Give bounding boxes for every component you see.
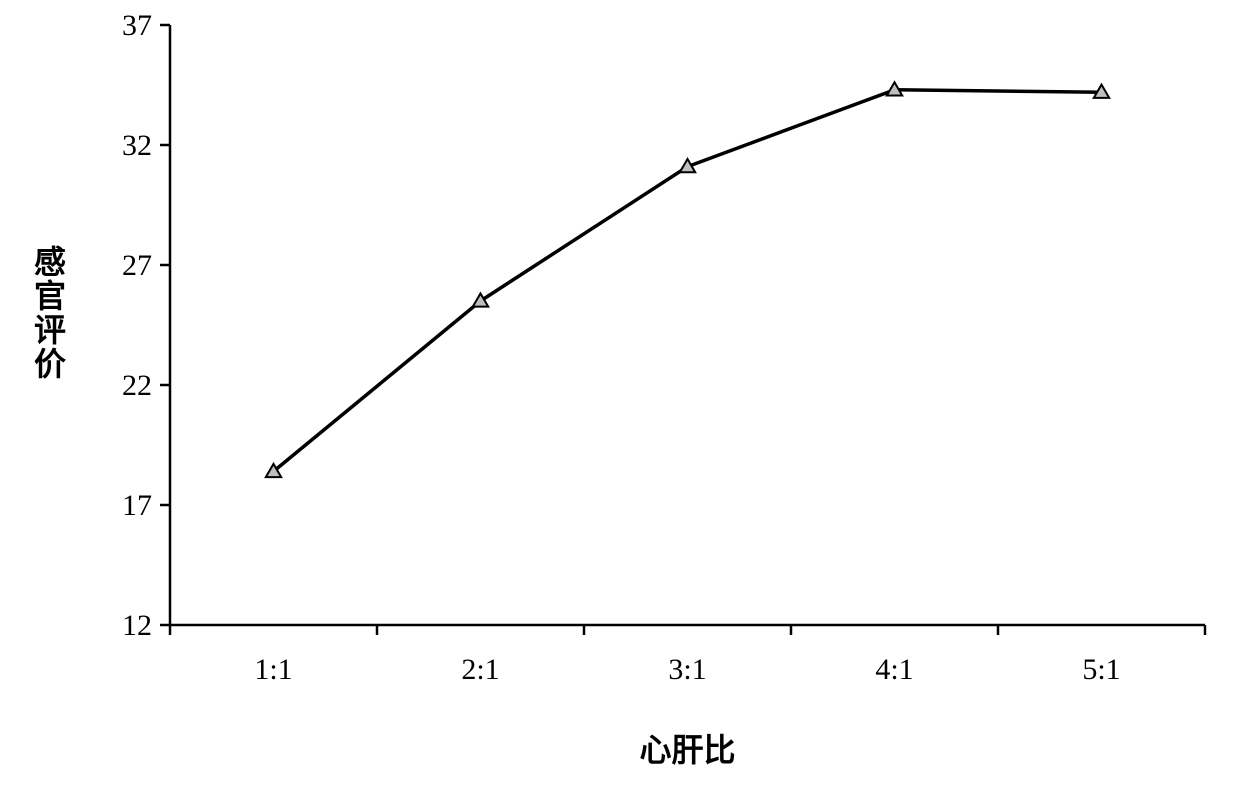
x-tick-label: 5:1 bbox=[1052, 653, 1152, 687]
y-tick-label: 12 bbox=[92, 609, 152, 643]
x-axis-label: 心肝比 bbox=[608, 725, 768, 771]
y-tick-label: 27 bbox=[92, 249, 152, 283]
x-tick-label: 4:1 bbox=[845, 653, 945, 687]
y-tick-label: 17 bbox=[92, 489, 152, 523]
x-tick-label: 2:1 bbox=[431, 653, 531, 687]
y-tick-label: 37 bbox=[92, 9, 152, 43]
x-tick-label: 1:1 bbox=[224, 653, 324, 687]
y-axis-label: 感官评价 bbox=[25, 245, 71, 381]
chart-container: 12 17 22 27 32 37 1:1 2:1 3:1 4:1 5:1 感官… bbox=[0, 0, 1240, 804]
y-tick-label: 32 bbox=[92, 129, 152, 163]
x-tick-label: 3:1 bbox=[638, 653, 738, 687]
y-tick-label: 22 bbox=[92, 369, 152, 403]
